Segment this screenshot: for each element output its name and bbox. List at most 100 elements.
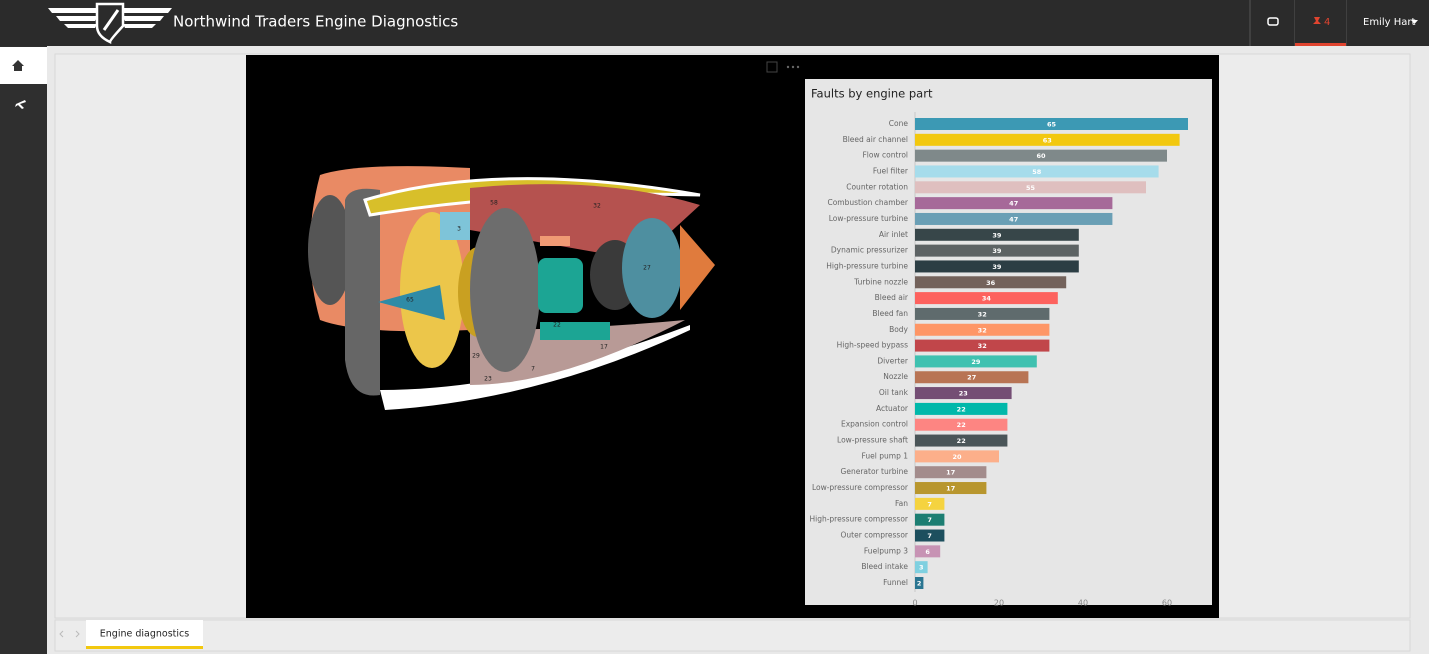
value-label: 58	[1032, 168, 1042, 176]
engine-part-label: 65	[406, 297, 414, 304]
bar	[915, 133, 1180, 146]
more-dot[interactable]	[791, 65, 795, 69]
category-label: Bleed air channel	[843, 135, 908, 144]
value-label: 17	[946, 485, 955, 493]
bar	[915, 260, 1079, 273]
bar	[915, 387, 1012, 400]
bar	[915, 513, 945, 526]
x-tick-label: 60	[1162, 599, 1172, 608]
bar	[915, 244, 1079, 257]
engine-part-label: 23	[484, 376, 492, 383]
x-tick-label: 20	[994, 599, 1004, 608]
x-tick-label: 40	[1078, 599, 1088, 608]
more-dot[interactable]	[796, 65, 800, 69]
bar	[915, 466, 987, 479]
tab-bg[interactable]	[86, 620, 203, 649]
value-label: 2	[917, 580, 922, 588]
engine-part-label: 7	[531, 366, 535, 373]
user-menu[interactable]: Emily Hart	[1363, 17, 1418, 28]
value-label: 23	[959, 390, 968, 398]
chat-button[interactable]	[1251, 0, 1294, 46]
value-label: 7	[927, 516, 932, 524]
bar	[915, 497, 945, 510]
tab-bar	[54, 619, 1411, 652]
category-label: Fuel filter	[873, 166, 909, 175]
bar	[915, 228, 1079, 241]
category-label: Combustion chamber	[827, 198, 908, 207]
value-label: 47	[1009, 200, 1018, 208]
user-name[interactable]: Emily Hart	[1363, 17, 1415, 28]
engine-part-label: 29	[472, 353, 480, 360]
chat-button-bg[interactable]	[1251, 0, 1294, 46]
category-label: Low-pressure turbine	[829, 214, 909, 223]
value-label: 65	[1047, 121, 1057, 129]
category-label: Low-pressure compressor	[812, 483, 909, 492]
home-icon[interactable]	[12, 60, 24, 71]
bar	[915, 181, 1146, 194]
value-label: 6	[925, 548, 930, 556]
chat-icon[interactable]	[1267, 17, 1279, 26]
active-indicator	[1295, 43, 1346, 46]
engine-part-label: 27	[643, 265, 651, 272]
value-label: 22	[957, 437, 966, 445]
bar	[915, 402, 1008, 415]
category-label: Flow control	[862, 151, 908, 160]
notifications-bg[interactable]	[1295, 0, 1346, 46]
engine-part-label: 17	[600, 344, 608, 351]
value-label: 17	[946, 469, 955, 477]
category-label: Oil tank	[879, 388, 909, 397]
value-label: 29	[971, 358, 981, 366]
bar	[915, 545, 941, 558]
category-label: Bleed air	[875, 293, 909, 302]
pin-icon[interactable]	[1313, 17, 1321, 24]
more-dot[interactable]	[786, 65, 790, 69]
bar	[915, 197, 1113, 210]
home-nav[interactable]	[0, 47, 47, 84]
bar	[915, 212, 1113, 225]
sidebar	[0, 46, 47, 654]
bar	[915, 339, 1050, 352]
bar	[915, 118, 1188, 130]
category-label: Fuel pump 1	[862, 451, 909, 460]
value-label: 47	[1009, 215, 1018, 223]
category-label: Cone	[889, 119, 909, 128]
notification-count[interactable]: 4	[1324, 17, 1330, 28]
tab-scroll-arrows[interactable]	[59, 630, 80, 638]
visual-header-icons[interactable]	[766, 61, 800, 73]
bar	[915, 577, 924, 589]
value-label: 22	[957, 421, 966, 429]
category-label: Bleed intake	[861, 562, 908, 571]
value-label: 3	[919, 564, 924, 572]
bar	[915, 450, 999, 463]
value-label: 39	[992, 231, 1002, 239]
category-label: Diverter	[877, 356, 909, 365]
category-label: Fan	[895, 499, 908, 508]
category-label: Funnel	[883, 578, 908, 587]
plane-icon[interactable]	[15, 100, 26, 109]
engine-part-label: 58	[490, 200, 498, 207]
value-label: 7	[927, 532, 932, 540]
category-label: Body	[889, 325, 908, 334]
engine-part-label: 32	[593, 203, 601, 210]
category-label: High-speed bypass	[837, 341, 908, 350]
bar	[915, 307, 1050, 320]
notifications-button[interactable]: 4	[1295, 0, 1346, 46]
category-label: Expansion control	[841, 420, 908, 429]
category-label: Fuelpump 3	[864, 546, 908, 555]
value-label: 20	[952, 453, 962, 461]
category-label: Bleed fan	[872, 309, 908, 318]
value-label: 55	[1026, 184, 1036, 192]
value-label: 39	[992, 263, 1002, 271]
value-label: 60	[1036, 152, 1046, 160]
caret[interactable]	[1411, 20, 1418, 24]
x-tick-label: 0	[912, 599, 917, 608]
engine-part-label: 3	[457, 226, 461, 233]
category-label: Actuator	[876, 404, 909, 413]
value-label: 22	[957, 405, 966, 413]
bar	[915, 292, 1058, 305]
value-label: 34	[982, 295, 992, 303]
focus-icon[interactable]	[766, 61, 778, 73]
tab-label[interactable]: Engine diagnostics	[100, 629, 189, 640]
